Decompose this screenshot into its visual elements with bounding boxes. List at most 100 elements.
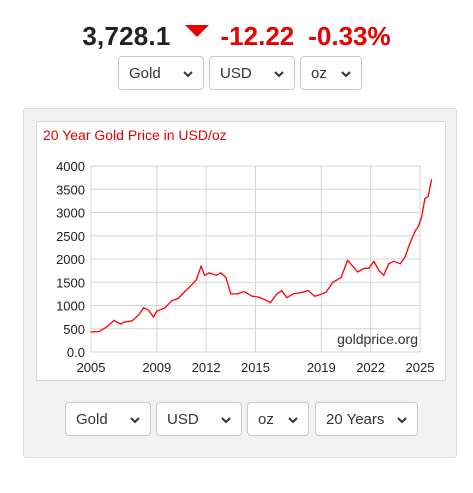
chart-metal-select[interactable]: Gold	[65, 402, 151, 436]
y-tick-label: 2500	[56, 229, 85, 244]
data-point	[164, 307, 166, 309]
data-point	[258, 296, 260, 298]
data-point	[368, 267, 370, 269]
data-point	[417, 225, 419, 227]
data-point	[356, 271, 359, 273]
y-tick-label: 3000	[56, 206, 85, 221]
data-point	[120, 323, 122, 325]
chevron-down-icon	[274, 71, 284, 78]
price-change: -12.22	[220, 20, 295, 51]
data-point	[325, 291, 327, 293]
y-tick-label: 500	[63, 322, 85, 337]
data-point	[143, 307, 145, 309]
data-point	[236, 293, 238, 295]
x-tick-label: 2012	[192, 360, 221, 375]
data-point	[409, 242, 411, 244]
data-point	[131, 320, 133, 322]
x-tick-label: 2015	[241, 360, 270, 375]
period-select[interactable]: 20 Years	[315, 402, 418, 436]
data-point	[200, 265, 202, 267]
x-tick-label: 2019	[307, 360, 336, 375]
chart-unit-select[interactable]: oz	[247, 402, 309, 436]
data-point	[215, 274, 217, 276]
data-point	[195, 279, 197, 281]
chart-title: 20 Year Gold Price in USD/oz	[43, 127, 227, 143]
x-tick-label: 2005	[77, 360, 106, 375]
data-point	[90, 331, 92, 333]
chevron-down-icon	[397, 417, 407, 424]
data-point	[230, 293, 232, 295]
metal-select[interactable]: Gold	[118, 56, 204, 90]
chevron-down-icon	[221, 417, 231, 424]
price-quote: 3,728.1 -12.22 -0.33%	[0, 18, 473, 54]
chevron-down-icon	[130, 417, 140, 424]
y-tick-label: 3500	[56, 182, 85, 197]
data-point	[373, 260, 375, 262]
data-point	[264, 299, 266, 301]
data-point	[148, 309, 150, 311]
data-point	[251, 295, 253, 297]
y-tick-label: 1500	[56, 275, 85, 290]
x-tick-label: 2022	[356, 360, 385, 375]
data-point	[347, 259, 349, 261]
metal-select-value: Gold	[129, 64, 161, 82]
data-point	[393, 260, 395, 262]
data-point	[138, 314, 140, 316]
data-point	[363, 267, 365, 269]
data-point	[276, 293, 278, 295]
data-point	[292, 293, 294, 295]
data-point	[414, 230, 416, 232]
data-point	[286, 297, 288, 299]
chart-metal-select-value: Gold	[76, 410, 108, 428]
data-point	[332, 281, 334, 283]
period-select-value: 20 Years	[326, 410, 385, 428]
gold-price-chart: 20 Year Gold Price in USD/oz 0.0 500 1000 15…	[36, 121, 446, 381]
current-price: 3,728.1	[82, 20, 171, 51]
data-point	[427, 195, 429, 197]
data-point	[123, 321, 125, 323]
y-tick-label: 2000	[56, 252, 85, 267]
data-point	[424, 198, 426, 200]
data-point	[301, 291, 303, 294]
x-tick-label: 2009	[142, 360, 171, 375]
data-point	[225, 277, 227, 279]
data-point	[184, 291, 186, 293]
watermark-label: goldprice.org	[337, 331, 418, 347]
chart-currency-select-value: USD	[167, 410, 199, 428]
y-tick-label: 0.0	[67, 345, 85, 360]
y-tick-label: 1000	[56, 299, 85, 314]
data-point	[220, 272, 222, 274]
data-point	[307, 290, 309, 292]
data-point	[319, 294, 321, 296]
data-point	[106, 325, 109, 327]
data-point	[113, 319, 115, 321]
caret-down-icon	[184, 25, 209, 37]
unit-select-value: oz	[311, 64, 327, 82]
currency-select[interactable]: USD	[209, 56, 295, 90]
data-point	[203, 274, 206, 276]
x-tick-label: 2025	[406, 360, 435, 375]
data-point	[177, 297, 179, 300]
unit-select[interactable]: oz	[300, 56, 362, 90]
data-point	[399, 263, 401, 265]
data-point	[189, 286, 191, 288]
data-point	[314, 295, 316, 297]
data-point	[269, 302, 271, 304]
data-point	[340, 277, 342, 279]
data-point	[156, 310, 158, 312]
data-point	[281, 290, 283, 292]
data-point	[383, 274, 385, 276]
chart-currency-select[interactable]: USD	[156, 402, 242, 436]
data-point	[352, 265, 354, 267]
chevron-down-icon	[288, 417, 298, 424]
data-point	[421, 216, 423, 218]
data-point	[98, 330, 100, 333]
data-point	[378, 270, 380, 272]
chart-unit-select-value: oz	[258, 410, 274, 428]
chart-svg: 20 Year Gold Price in USD/oz 0.0 500 1000 15…	[43, 127, 435, 375]
chevron-down-icon	[341, 71, 351, 78]
data-point	[388, 263, 390, 265]
data-point	[430, 179, 433, 181]
currency-select-value: USD	[220, 64, 252, 82]
data-point	[171, 300, 173, 302]
